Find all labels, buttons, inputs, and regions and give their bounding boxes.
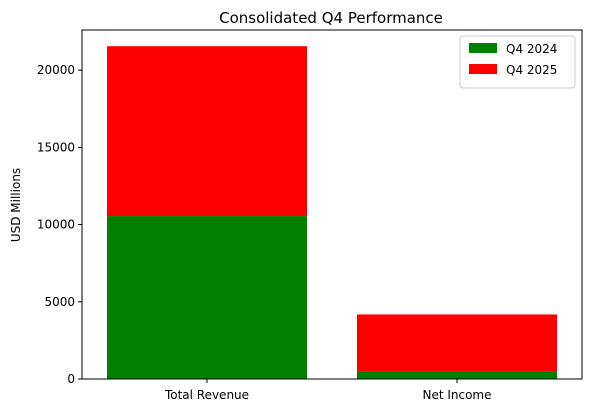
x-tick-label: Total Revenue xyxy=(164,388,249,402)
x-axis: Total Revenue Net Income xyxy=(164,379,492,402)
legend-label-q4-2025: Q4 2025 xyxy=(506,63,557,77)
bar-total-revenue-q4-2024 xyxy=(107,216,307,379)
legend-swatch-q4-2025 xyxy=(469,64,497,74)
legend: Q4 2024 Q4 2025 xyxy=(459,35,576,89)
y-tick-label: 10000 xyxy=(37,218,75,232)
plot-frame xyxy=(81,29,583,380)
y-tick-label: 0 xyxy=(67,372,75,386)
chart-title: Consolidated Q4 Performance xyxy=(219,9,443,27)
legend-label-q4-2024: Q4 2024 xyxy=(506,42,557,56)
y-tick-label: 15000 xyxy=(37,140,75,154)
bar-net-income-q4-2025 xyxy=(357,314,557,372)
bars-layer xyxy=(107,46,557,379)
y-axis: 0 5000 10000 15000 20000 xyxy=(37,63,82,386)
x-tick-label: Net Income xyxy=(422,388,491,402)
bar-net-income-q4-2024 xyxy=(357,371,557,379)
legend-swatch-q4-2024 xyxy=(469,43,497,53)
y-tick-label: 5000 xyxy=(44,295,75,309)
y-tick-label: 20000 xyxy=(37,63,75,77)
y-axis-label: USD Millions xyxy=(9,168,23,242)
bar-total-revenue-q4-2025 xyxy=(107,46,307,217)
